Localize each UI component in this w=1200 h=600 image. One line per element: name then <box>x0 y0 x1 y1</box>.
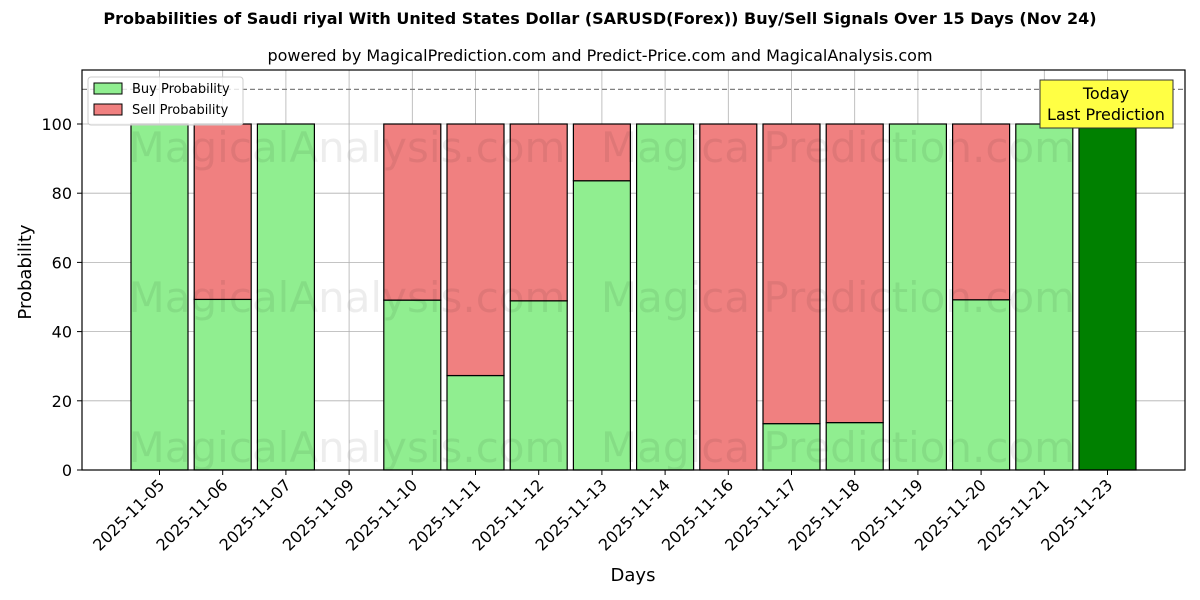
bar-buy <box>1015 123 1074 471</box>
bar-sell <box>825 123 884 424</box>
svg-text:Magica Prediction.com: Magica Prediction.com <box>601 423 1075 472</box>
bar-buy <box>635 123 695 471</box>
y-tick-label: 80 <box>52 184 72 203</box>
legend-swatch-sell <box>93 103 123 116</box>
y-tick-label: 60 <box>52 253 72 272</box>
x-axis-label: Days <box>611 565 656 586</box>
bar-sell <box>509 123 568 302</box>
bar-sell <box>446 123 505 377</box>
bar-buy <box>256 123 315 471</box>
bar-buy <box>762 423 821 471</box>
bars <box>130 123 1137 471</box>
bar-buy <box>888 123 948 471</box>
bar-buy <box>1078 123 1137 471</box>
bar-sell <box>951 123 1011 301</box>
bar-buy <box>130 123 189 471</box>
svg-text:MagicalAnalysis.com: MagicalAnalysis.com <box>129 123 566 172</box>
bar-sell <box>699 123 758 471</box>
y-tick-label: 20 <box>52 392 72 411</box>
svg-text:Magica Prediction.com: Magica Prediction.com <box>601 273 1075 322</box>
legend-label-sell: Sell Probability <box>132 103 229 118</box>
annotation-line1: Today <box>1082 84 1129 103</box>
today-annotation: Today Last Prediction <box>1039 79 1174 129</box>
x-axis-ticks: 2025-11-052025-11-062025-11-072025-11-09… <box>89 470 1116 555</box>
svg-text:MagicalAnalysis.com: MagicalAnalysis.com <box>129 423 566 472</box>
y-axis-ticks: 0 20 40 60 80 100 <box>41 115 82 480</box>
y-tick-label: 100 <box>41 115 72 134</box>
legend: Buy Probability Sell Probability <box>87 76 244 126</box>
plot-frame <box>81 69 1186 471</box>
y-axis-label: Probability <box>15 224 36 319</box>
y-tick-label: 40 <box>52 323 72 342</box>
svg-text:Magica Prediction.com: Magica Prediction.com <box>601 123 1075 172</box>
legend-label-buy: Buy Probability <box>132 82 230 97</box>
chart-title: Probabilities of Saudi riyal With United… <box>103 9 1097 28</box>
watermarks: MagicalAnalysis.com Magica Prediction.com… <box>129 123 1076 472</box>
svg-text:MagicalAnalysis.com: MagicalAnalysis.com <box>129 273 566 322</box>
bar-sell <box>762 123 821 425</box>
bar-buy <box>572 180 632 471</box>
bar-sell <box>572 123 632 182</box>
chart-subtitle: powered by MagicalPrediction.com and Pre… <box>267 46 933 65</box>
legend-swatch-buy <box>93 82 123 95</box>
bar-sell <box>383 123 442 301</box>
bar-buy <box>825 421 884 471</box>
annotation-line2: Last Prediction <box>1047 105 1165 124</box>
bar-buy <box>446 374 505 471</box>
y-tick-label: 0 <box>62 461 72 480</box>
